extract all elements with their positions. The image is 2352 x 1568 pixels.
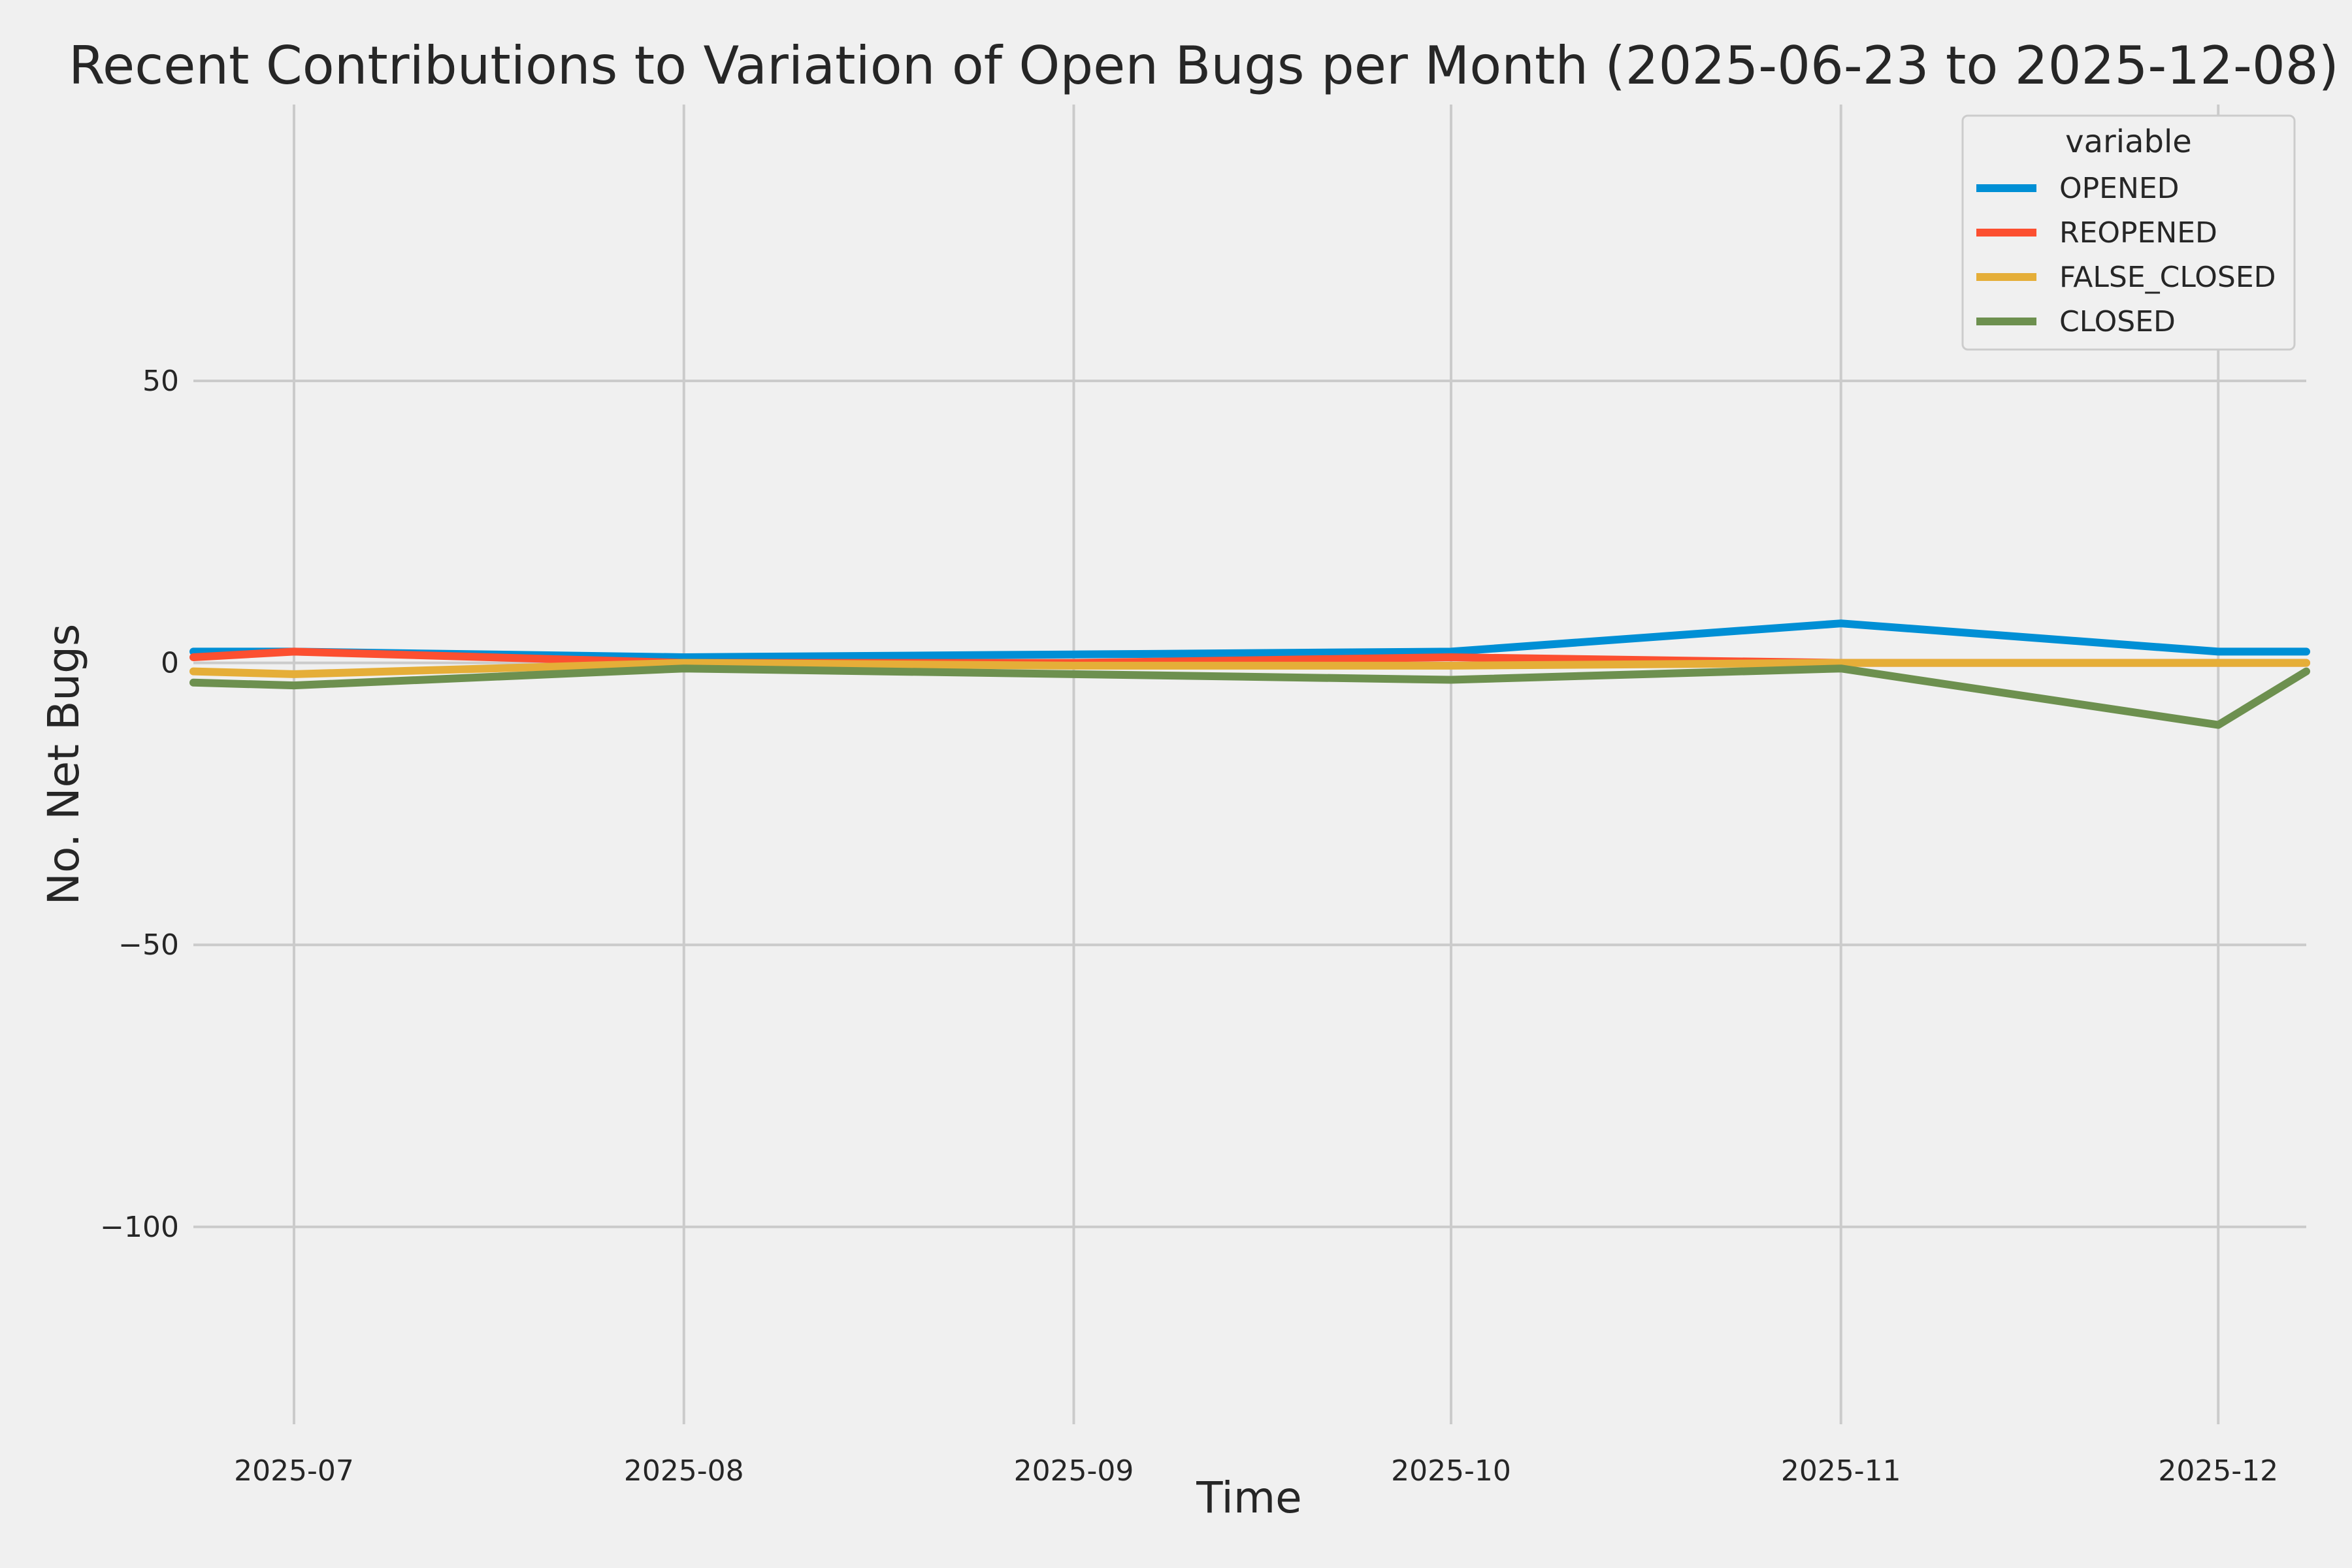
legend-label: REOPENED	[2059, 216, 2217, 250]
y-axis-label: No. Net Bugs	[39, 624, 89, 906]
legend-label: OPENED	[2059, 172, 2180, 205]
x-tick-label: 2025-07	[234, 1454, 354, 1488]
legend-title: variable	[2065, 123, 2192, 160]
x-axis-label: Time	[1196, 1473, 1302, 1523]
legend-label: FALSE_CLOSED	[2059, 261, 2276, 294]
y-tick-label: 50	[142, 365, 179, 398]
series-line-closed	[189, 664, 2310, 729]
legend-items: OPENED REOPENED FALSE_CLOSED CLOSED	[1976, 172, 2276, 338]
x-tick-labels: 2025-07 2025-08 2025-09 2025-10 2025-11 2025-…	[234, 1454, 2278, 1488]
series-line-false-closed	[189, 659, 2310, 678]
series-line-opened	[189, 619, 2310, 661]
x-tick-label: 2025-11	[1781, 1454, 1901, 1488]
series-lines	[189, 619, 2310, 729]
legend: variable OPENED REOPENED FALSE_CLOSED CLOSE…	[1961, 114, 2296, 351]
y-tick-labels: 50 0 −50 −100	[100, 365, 179, 1244]
x-tick-label: 2025-12	[2158, 1454, 2278, 1488]
legend-box	[1961, 114, 2296, 351]
x-tick-label: 2025-10	[1391, 1454, 1511, 1488]
y-tick-label: −100	[100, 1211, 179, 1244]
y-tick-label: 0	[161, 647, 179, 680]
x-tick-label: 2025-09	[1014, 1454, 1134, 1488]
y-tick-label: −50	[118, 928, 179, 962]
x-tick-label: 2025-08	[624, 1454, 744, 1488]
legend-label: CLOSED	[2059, 305, 2176, 338]
chart-title: Recent Contributions to Variation of Ope…	[69, 35, 2339, 96]
